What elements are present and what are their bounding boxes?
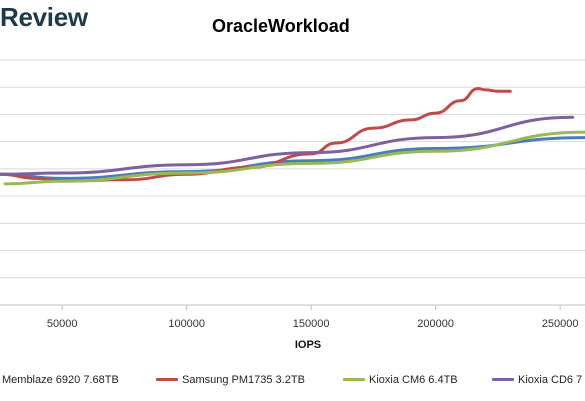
- x-tick-label: 100000: [168, 318, 205, 330]
- series-line-4: [0, 115, 575, 176]
- legend-swatch: [492, 378, 514, 381]
- x-axis: 50000 100000 150000 200000 250000: [0, 304, 585, 330]
- series-line-3: [3, 130, 585, 186]
- x-tick-label: 250000: [542, 318, 579, 330]
- chart-legend: Memblaze 6920 7.68TB Samsung PM1735 3.2TB…: [0, 371, 585, 389]
- chart-title: OracleWorkload: [212, 16, 350, 36]
- legend-swatch: [343, 378, 365, 381]
- legend-swatch: [156, 378, 178, 381]
- gridlines: [0, 59, 585, 279]
- x-tick-label: 200000: [417, 318, 454, 330]
- legend-label: Memblaze 6920 7.68TB: [2, 374, 119, 386]
- series-lines: [0, 87, 585, 186]
- x-axis-label: IOPS: [295, 339, 321, 351]
- legend-label: Kioxia CD6 7: [518, 374, 583, 386]
- brand-logo-text: Review: [0, 2, 88, 32]
- x-tick-label: 50000: [47, 318, 78, 330]
- x-tick-label: 150000: [293, 318, 330, 330]
- series-line-1: [0, 136, 585, 180]
- legend-label: Samsung PM1735 3.2TB: [182, 374, 305, 386]
- legend-label: Kioxia CM6 6.4TB: [369, 374, 458, 386]
